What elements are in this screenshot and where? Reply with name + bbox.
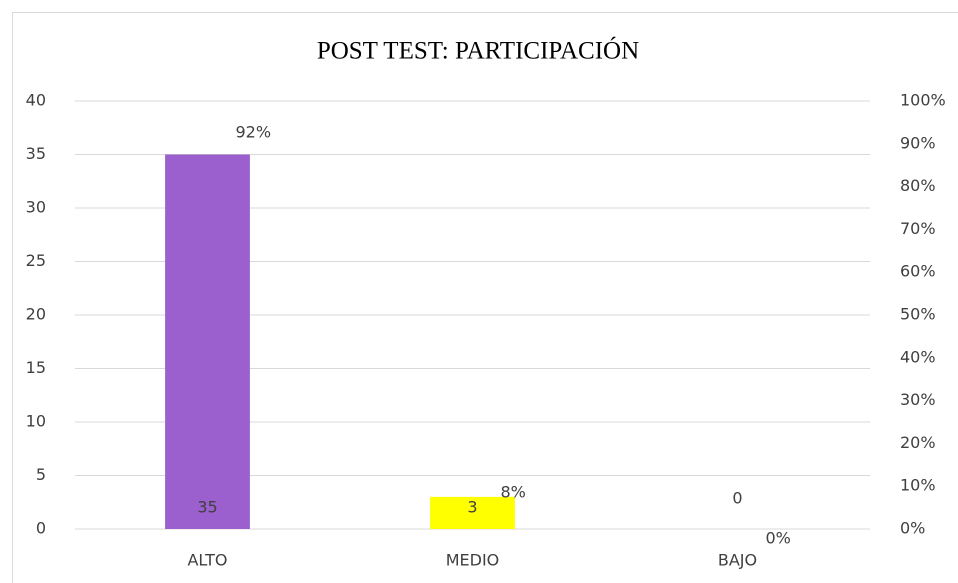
x-tick-label: BAJO bbox=[718, 551, 757, 570]
y2-tick-label: 90% bbox=[900, 133, 936, 152]
y2-tick-label: 30% bbox=[900, 390, 936, 409]
y-tick-label: 5 bbox=[36, 465, 46, 484]
value-label: 35 bbox=[197, 498, 217, 517]
y2-tick-label: 10% bbox=[900, 476, 936, 495]
y-tick-label: 15 bbox=[26, 358, 46, 377]
bar bbox=[165, 154, 250, 529]
y2-tick-label: 60% bbox=[900, 262, 936, 281]
y2-tick-label: 0% bbox=[900, 519, 925, 538]
bar bbox=[430, 496, 515, 529]
y-tick-label: 40 bbox=[26, 91, 46, 110]
chart-title: POST TEST: PARTICIPACIÓN bbox=[317, 37, 639, 65]
y2-tick-label: 80% bbox=[900, 176, 936, 195]
y-tick-label: 20 bbox=[26, 305, 46, 324]
value-label: 3 bbox=[467, 498, 477, 517]
percent-label: 0% bbox=[766, 529, 791, 548]
percent-label: 8% bbox=[501, 482, 526, 501]
chart-border bbox=[12, 12, 958, 583]
percent-label: 92% bbox=[236, 123, 272, 142]
y2-tick-label: 100% bbox=[900, 91, 946, 110]
value-label: 0 bbox=[732, 489, 742, 508]
y2-tick-label: 40% bbox=[900, 347, 936, 366]
y2-tick-label: 70% bbox=[900, 219, 936, 238]
y-tick-label: 10 bbox=[26, 412, 46, 431]
x-tick-label: ALTO bbox=[187, 551, 227, 570]
y-tick-label: 35 bbox=[26, 144, 46, 163]
y-tick-label: 30 bbox=[26, 198, 46, 217]
y-tick-label: 0 bbox=[36, 519, 46, 538]
y-tick-label: 25 bbox=[26, 251, 46, 270]
y2-tick-label: 50% bbox=[900, 305, 936, 324]
x-tick-label: MEDIO bbox=[446, 551, 500, 570]
y2-tick-label: 20% bbox=[900, 433, 936, 452]
